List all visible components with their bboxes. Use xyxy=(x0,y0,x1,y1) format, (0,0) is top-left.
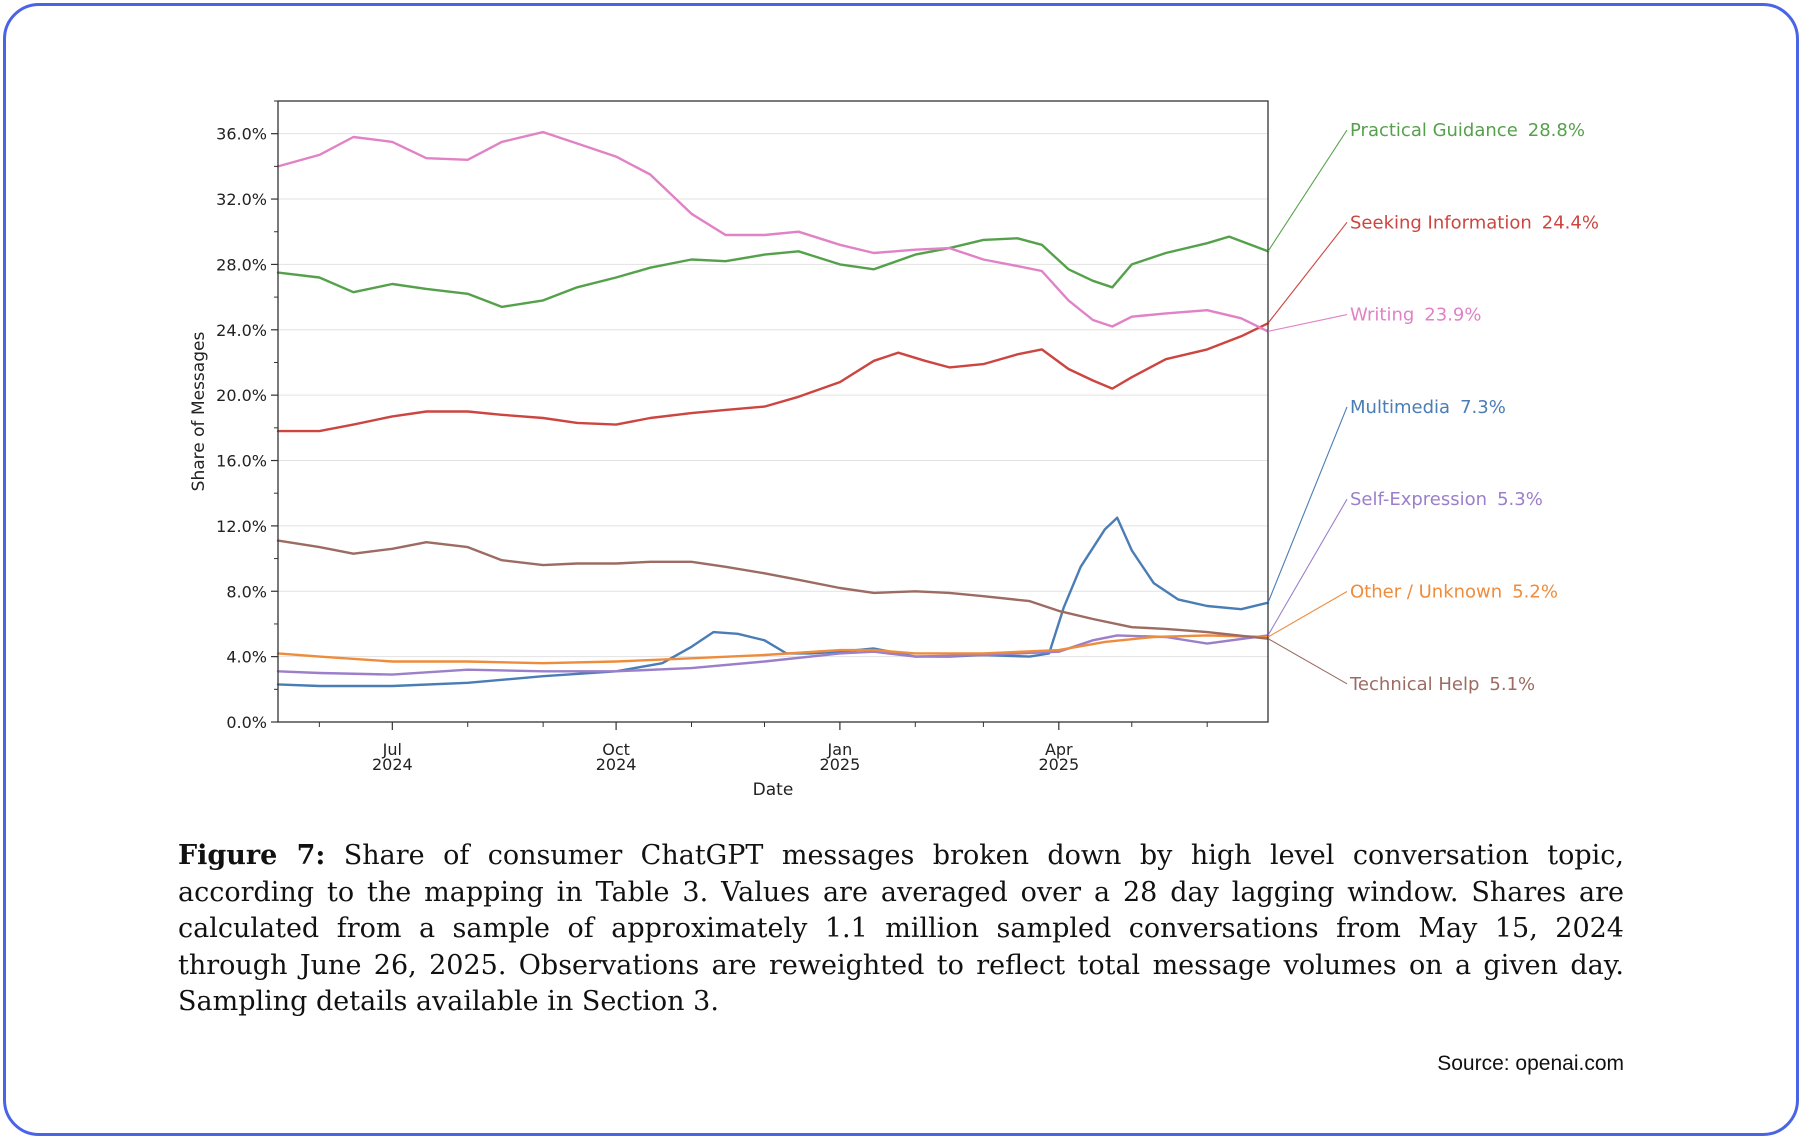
series-final-value: 24.4% xyxy=(1542,212,1599,233)
figure-caption: Figure 7: Share of consumer ChatGPT mess… xyxy=(178,838,1624,1021)
leader-line xyxy=(1267,406,1348,603)
y-tick-label: 32.0% xyxy=(216,190,267,209)
y-tick-label: 12.0% xyxy=(216,517,267,536)
series-name: Practical Guidance xyxy=(1350,120,1518,141)
x-tick-label-month: Apr xyxy=(1045,740,1073,759)
caption-text: Share of consumer ChatGPT messages broke… xyxy=(178,840,1624,1017)
leader-line xyxy=(1267,129,1348,252)
series-name: Multimedia xyxy=(1350,397,1450,418)
x-axis-label: Date xyxy=(753,780,794,800)
y-tick-label: 28.0% xyxy=(216,255,267,274)
series-end-label: Self-Expression 5.3% xyxy=(1350,489,1543,510)
series-layer xyxy=(276,130,1270,688)
x-tick-label-month: Jan xyxy=(827,740,853,759)
x-tick-label-year: 2024 xyxy=(372,755,413,774)
leader-line xyxy=(1267,591,1348,638)
plot-frame xyxy=(277,100,1269,723)
leader-line xyxy=(1267,314,1348,332)
line-chart: 0.0% 4.0% 8.0% 12.0% 16.0% 20.0% 24.0% 28.0% 32.… xyxy=(189,100,1599,800)
series-name: Other / Unknown xyxy=(1350,582,1502,603)
series-end-label: Writing 23.9% xyxy=(1350,305,1481,326)
series-final-value: 28.8% xyxy=(1528,120,1585,141)
x-tick-label-year: 2025 xyxy=(820,755,861,774)
series-name: Self-Expression xyxy=(1350,489,1487,510)
end-labels: Practical Guidance 28.8% Seeking Informati… xyxy=(1267,120,1599,695)
series-end-label: Technical Help 5.1% xyxy=(1349,674,1535,695)
y-tick-label: 36.0% xyxy=(216,125,267,144)
leader-line xyxy=(1267,221,1348,324)
series-final-value: 23.9% xyxy=(1424,305,1481,326)
series-line xyxy=(276,130,1270,333)
series-final-value: 5.2% xyxy=(1512,582,1558,603)
y-tick-label: 0.0% xyxy=(226,713,267,732)
series-line xyxy=(276,539,1270,640)
series-final-value: 5.1% xyxy=(1489,674,1535,695)
series-final-value: 7.3% xyxy=(1460,397,1506,418)
series-name: Seeking Information xyxy=(1350,212,1532,233)
y-tick-label: 16.0% xyxy=(216,452,267,471)
series-line xyxy=(276,634,1270,676)
caption-label: Figure 7: xyxy=(178,840,326,871)
axes-layer: 0.0% 4.0% 8.0% 12.0% 16.0% 20.0% 24.0% 28.0% 32.… xyxy=(189,100,1269,800)
y-tick-label: 20.0% xyxy=(216,386,267,405)
series-line xyxy=(276,235,1270,309)
series-end-label: Practical Guidance 28.8% xyxy=(1350,120,1585,141)
y-tick-label: 8.0% xyxy=(226,582,267,601)
x-tick-label-month: Oct xyxy=(602,740,630,759)
leader-line xyxy=(1267,498,1348,636)
series-final-value: 5.3% xyxy=(1497,489,1543,510)
source-credit: Source: openai.com xyxy=(1437,1052,1624,1075)
y-tick-label: 4.0% xyxy=(226,648,267,667)
y-axis-label: Share of Messages xyxy=(189,332,209,492)
leader-line xyxy=(1267,638,1348,685)
series-line xyxy=(276,634,1270,665)
series-end-label: Multimedia 7.3% xyxy=(1350,397,1506,418)
series-name: Writing xyxy=(1350,305,1414,326)
series-end-label: Seeking Information 24.4% xyxy=(1350,212,1599,233)
series-end-label: Other / Unknown 5.2% xyxy=(1350,582,1558,603)
x-tick-label-month: Jul xyxy=(382,740,402,759)
x-tick-label-year: 2025 xyxy=(1038,755,1079,774)
y-tick-label: 24.0% xyxy=(216,321,267,340)
x-tick-label-year: 2024 xyxy=(596,755,637,774)
series-name: Technical Help xyxy=(1349,674,1479,695)
card-frame xyxy=(3,3,1799,1136)
grid-layer xyxy=(278,133,1268,723)
series-line xyxy=(276,322,1270,433)
